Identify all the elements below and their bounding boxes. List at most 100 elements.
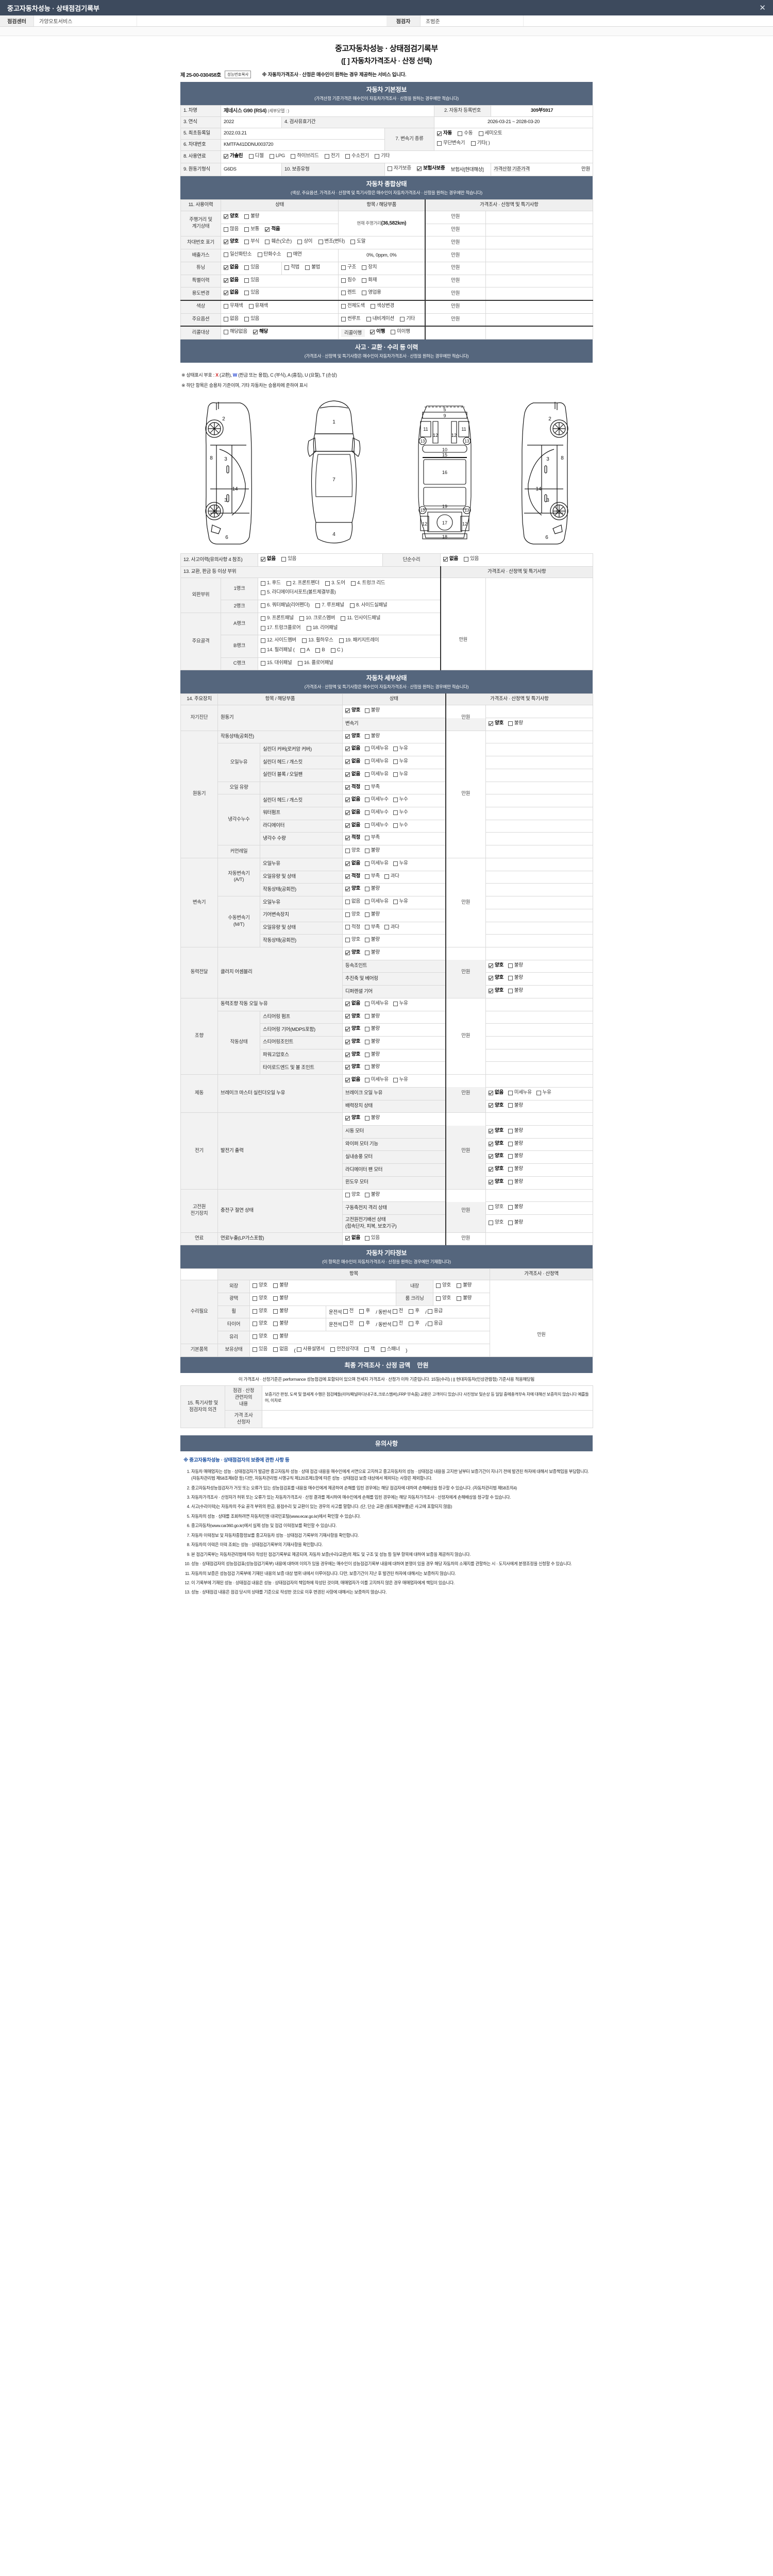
checkbox-icon[interactable] — [427, 1309, 432, 1314]
checkbox-icon[interactable] — [364, 1078, 369, 1083]
checkbox-icon[interactable] — [536, 1090, 541, 1095]
checkbox-icon[interactable] — [393, 1078, 398, 1083]
checkbox-icon[interactable] — [345, 1192, 350, 1197]
detail-option-적정[interactable]: 적정 — [345, 784, 360, 791]
checkbox-icon[interactable] — [318, 240, 323, 245]
tuning-legal[interactable]: 적법 — [284, 264, 299, 271]
checkbox-icon[interactable] — [393, 861, 398, 866]
detail-option-부족[interactable]: 부족 — [364, 924, 380, 931]
detail-option-미세누수[interactable]: 미세누수 — [364, 796, 389, 803]
detail-option-누수[interactable]: 누수 — [393, 822, 408, 829]
checkbox-icon[interactable] — [345, 912, 350, 917]
checkbox-icon[interactable] — [345, 810, 350, 815]
detail-option-적정[interactable]: 적정 — [345, 835, 360, 841]
detail-note[interactable] — [485, 781, 594, 795]
checkbox-icon[interactable] — [489, 1141, 494, 1146]
checkbox-icon[interactable] — [489, 1167, 494, 1172]
detail-option-누유[interactable]: 누유 — [536, 1090, 551, 1096]
checkbox-icon[interactable] — [325, 581, 330, 586]
tuning-none[interactable]: 없음 — [224, 264, 239, 271]
checkbox-icon[interactable] — [299, 616, 305, 621]
checkbox-icon[interactable] — [296, 1347, 301, 1352]
detail-option-불량[interactable]: 불량 — [508, 988, 523, 994]
checkbox-icon[interactable] — [244, 291, 249, 296]
detail-option-양호[interactable]: 양호 — [489, 1153, 503, 1160]
checkbox-icon[interactable] — [437, 131, 442, 137]
part-4-trunklid[interactable]: 4. 트렁크 리드 — [351, 580, 385, 587]
checkbox-icon[interactable] — [224, 278, 228, 283]
checkbox-icon[interactable] — [291, 154, 296, 159]
checkbox-icon[interactable] — [257, 252, 262, 258]
detail-option-양호[interactable]: 양호 — [489, 975, 503, 981]
fuel-option-hybrid[interactable]: 하이브리드 — [291, 153, 319, 160]
tire-passenger-rear[interactable]: 후 — [409, 1320, 419, 1327]
checkbox-icon[interactable] — [341, 278, 346, 283]
usagechange-note[interactable] — [485, 287, 594, 301]
detail-option-미세누유[interactable]: 미세누유 — [364, 758, 389, 765]
detail-option-불량[interactable]: 불량 — [508, 1103, 523, 1109]
detail-note[interactable] — [485, 1074, 594, 1088]
mainoption-navigation[interactable]: 내비게이션 — [366, 316, 394, 323]
checkbox-icon[interactable] — [224, 316, 228, 321]
part-11-insidepanel[interactable]: 11. 인사이드패널 — [341, 615, 380, 622]
checkbox-icon[interactable] — [253, 1321, 257, 1327]
checkbox-icon[interactable] — [393, 899, 398, 904]
mainoption-yes[interactable]: 있음 — [244, 316, 259, 323]
checkbox-icon[interactable] — [364, 950, 369, 955]
detail-option-불량[interactable]: 불량 — [364, 1013, 380, 1020]
mileage-many[interactable]: 많음 — [224, 226, 239, 233]
checkbox-icon[interactable] — [300, 648, 305, 653]
basicitems-spanner[interactable]: 스패너 — [380, 1346, 400, 1353]
detail-option-불량[interactable]: 불량 — [364, 950, 380, 956]
checkbox-icon[interactable] — [261, 660, 265, 666]
checkbox-icon[interactable] — [345, 1014, 350, 1019]
part-19-packagetray[interactable]: 19. 패키지트레이 — [339, 637, 379, 644]
transmission-option-semiauto[interactable]: 세미오토 — [478, 130, 502, 137]
color-chromatic[interactable]: 유채색 — [248, 303, 268, 310]
checkbox-icon[interactable] — [345, 154, 350, 159]
checkbox-icon[interactable] — [224, 291, 228, 296]
warranty-option-insurer[interactable]: 보험사보증 — [417, 165, 445, 172]
detail-option-불량[interactable]: 불량 — [508, 1179, 523, 1185]
detail-option-양호[interactable]: 양호 — [345, 886, 360, 892]
checkbox-icon[interactable] — [364, 759, 369, 765]
fuel-option-diesel[interactable]: 디젤 — [248, 153, 264, 160]
transmission-option-cvt[interactable]: 무단변속기 — [437, 140, 465, 147]
detail-note[interactable] — [485, 870, 594, 884]
checkbox-icon[interactable] — [384, 925, 389, 930]
checkbox-icon[interactable] — [345, 861, 350, 866]
simplerepair-yes[interactable]: 있음 — [464, 556, 479, 563]
color-achromatic[interactable]: 무채색 — [224, 303, 243, 310]
checkbox-icon[interactable] — [364, 887, 369, 892]
detail-option-양호[interactable]: 양호 — [489, 1103, 503, 1109]
color-note[interactable] — [485, 300, 594, 314]
basicitems-manual[interactable]: 사용설명서 — [296, 1346, 325, 1353]
close-icon[interactable]: ✕ — [759, 3, 766, 12]
checkbox-icon[interactable] — [489, 976, 494, 981]
detail-option-양호[interactable]: 양호 — [345, 848, 360, 854]
recall-done[interactable]: 이행 — [370, 329, 385, 335]
checkbox-icon[interactable] — [261, 557, 265, 562]
checkbox-icon[interactable] — [345, 798, 350, 803]
detail-option-불량[interactable]: 불량 — [364, 1064, 380, 1071]
color-changed[interactable]: 색상변경 — [371, 303, 394, 310]
checkbox-icon[interactable] — [489, 1179, 494, 1184]
detail-option-양호[interactable]: 양호 — [489, 720, 503, 727]
checkbox-icon[interactable] — [393, 810, 398, 815]
detail-note[interactable] — [485, 896, 594, 909]
part-14-pillar-c[interactable]: C ) — [330, 647, 343, 654]
mainoption-sunroof[interactable]: 썬루프 — [341, 316, 361, 323]
checkbox-icon[interactable] — [443, 557, 448, 562]
checkbox-icon[interactable] — [391, 330, 396, 335]
special-none[interactable]: 없음 — [224, 277, 239, 284]
detail-note[interactable] — [485, 1036, 594, 1049]
checkbox-icon[interactable] — [281, 557, 287, 562]
checkbox-icon[interactable] — [508, 1154, 513, 1159]
detail-note[interactable] — [485, 1232, 594, 1246]
roomcleaning-good[interactable]: 양호 — [436, 1295, 451, 1302]
exterior-good[interactable]: 양호 — [253, 1282, 267, 1289]
checkbox-icon[interactable] — [341, 616, 346, 621]
checkbox-icon[interactable] — [350, 603, 355, 608]
detail-option-불량[interactable]: 불량 — [508, 975, 523, 981]
checkbox-icon[interactable] — [457, 1283, 462, 1289]
